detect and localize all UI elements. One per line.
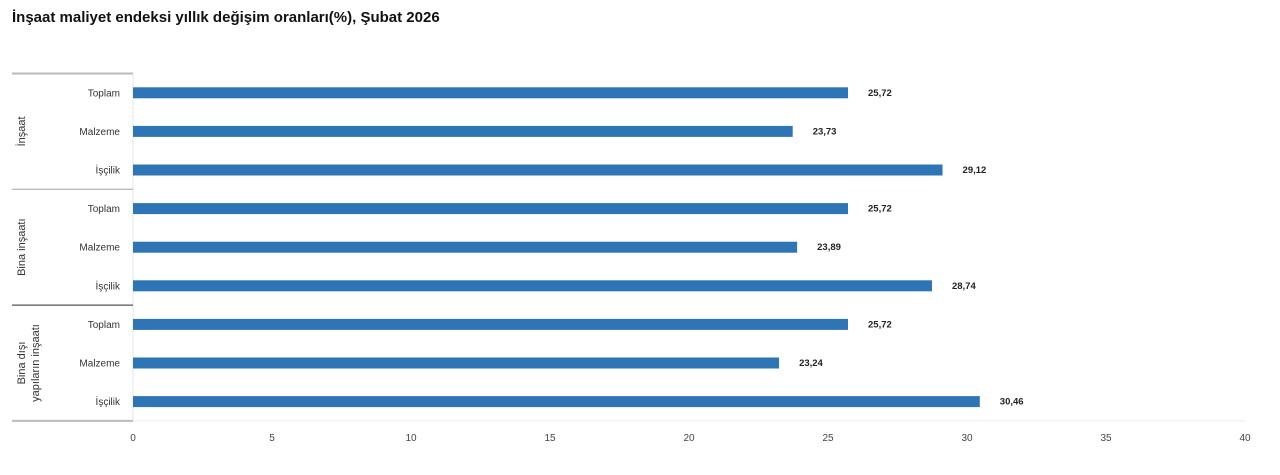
data-label: 23,89 [817,242,841,253]
x-tick-label: 20 [683,433,695,444]
x-tick-label: 25 [822,433,834,444]
group-label: İnşaat [15,116,28,146]
data-label: 25,72 [868,319,892,330]
category-label: Malzeme [79,243,120,254]
x-tick-label: 5 [269,433,275,444]
group-label: yapıların inşaatı [30,324,42,402]
data-label: 23,24 [799,358,823,369]
data-label: 30,46 [1000,397,1024,408]
x-tick-label: 15 [544,433,556,444]
x-tick-label: 40 [1239,433,1251,444]
category-label: İşçilik [96,164,121,177]
bar [133,164,943,176]
bar [133,241,798,253]
x-tick-label: 35 [1100,433,1112,444]
bar [133,396,980,408]
data-label: 25,72 [868,204,892,215]
bar [133,280,932,292]
bar [133,125,793,137]
data-label: 25,72 [868,88,892,99]
group-label: Bina inşaatı [16,218,28,275]
category-label: Toplam [88,88,120,99]
data-label: 29,12 [963,165,987,176]
category-label: Malzeme [79,359,120,370]
category-label: Toplam [88,320,120,331]
bar [133,203,849,215]
category-label: İşçilik [96,279,121,292]
category-label: Toplam [88,204,120,215]
bar [133,318,849,330]
data-label: 28,74 [952,281,976,292]
group-label: Bina dışı [16,342,28,385]
x-tick-label: 0 [130,433,136,444]
bar [133,87,849,99]
chart-title: İnşaat maliyet endeksi yıllık değişim or… [12,9,440,26]
x-tick-label: 30 [961,433,973,444]
category-label: Malzeme [79,127,120,138]
x-tick-label: 10 [405,433,417,444]
category-label: İşçilik [96,395,121,408]
bar [133,357,780,369]
data-label: 23,73 [813,126,837,137]
